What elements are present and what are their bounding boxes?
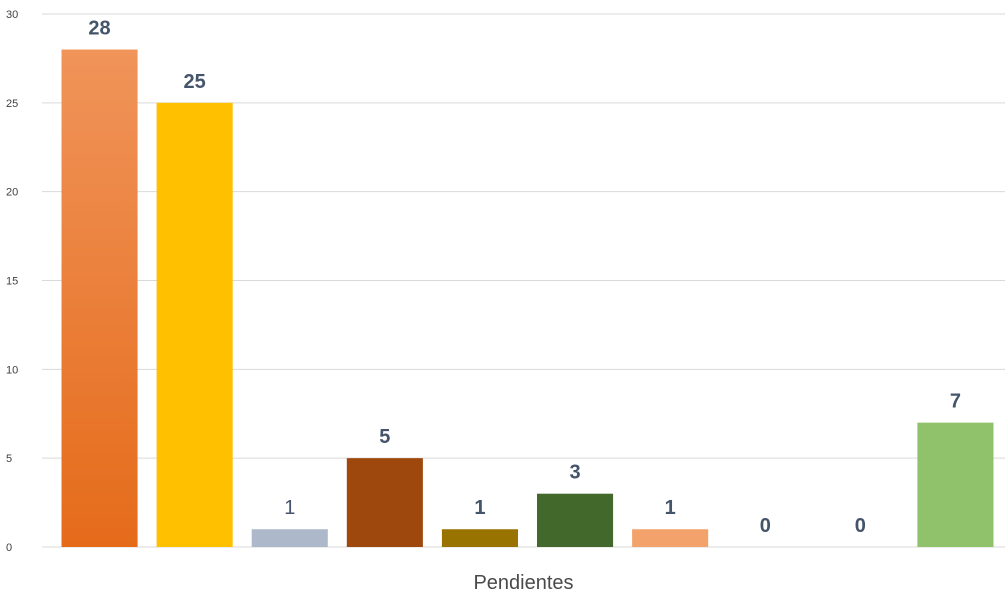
bar xyxy=(441,529,518,547)
bar xyxy=(61,49,138,548)
y-tick-label: 10 xyxy=(6,364,18,376)
bar xyxy=(156,102,233,547)
data-label: 25 xyxy=(184,71,206,93)
y-tick-label: 0 xyxy=(6,542,12,554)
bar xyxy=(632,529,709,547)
y-tick-label: 25 xyxy=(6,98,18,110)
data-label: 1 xyxy=(284,497,295,519)
data-label: 3 xyxy=(569,462,580,484)
bar xyxy=(537,493,614,547)
y-axis-ticks: 0 5 10 15 20 25 30 xyxy=(6,9,18,554)
y-tick-label: 20 xyxy=(6,187,18,199)
y-tick-label: 15 xyxy=(6,276,18,288)
data-label: 0 xyxy=(855,515,866,537)
data-label: 1 xyxy=(474,497,485,519)
x-category-label: Pendientes xyxy=(473,572,573,594)
bars xyxy=(61,49,994,548)
data-labels: 28 25 1 5 1 3 1 0 0 7 xyxy=(88,18,961,537)
data-label: 7 xyxy=(950,391,961,413)
data-label: 5 xyxy=(379,426,390,448)
y-tick-label: 5 xyxy=(6,453,12,465)
data-label: 0 xyxy=(760,515,771,537)
bar xyxy=(251,529,328,547)
data-label: 28 xyxy=(88,18,110,40)
y-tick-label: 30 xyxy=(6,9,18,21)
bar xyxy=(346,458,423,547)
data-label: 1 xyxy=(665,497,676,519)
bar xyxy=(917,422,994,547)
